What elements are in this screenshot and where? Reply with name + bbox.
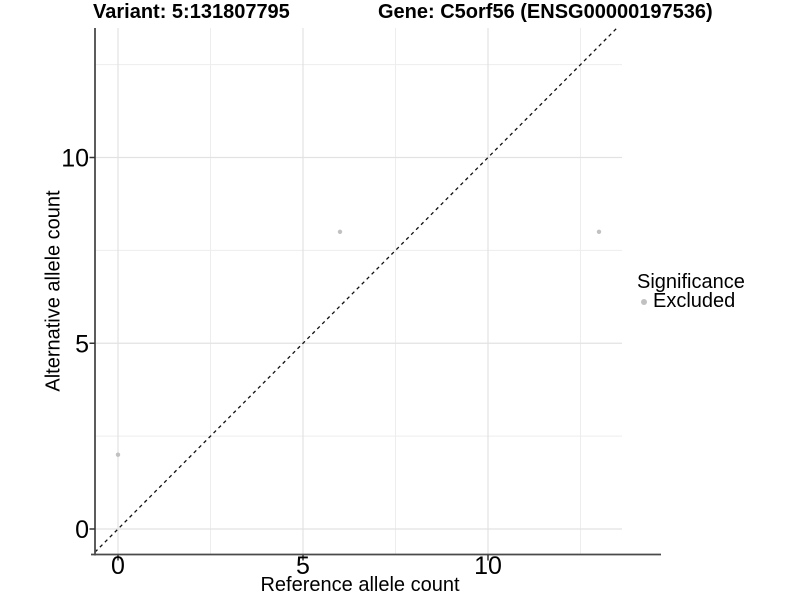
x-axis-tick-label: 5	[296, 552, 310, 580]
legend-item-label: Excluded	[653, 290, 736, 312]
legend-point-icon	[641, 298, 647, 305]
x-axis-tick-label: 0	[111, 552, 125, 580]
legend-item-excluded: Excluded	[641, 290, 735, 313]
data-point	[115, 452, 121, 457]
data-point	[596, 229, 602, 234]
data-point	[337, 229, 343, 234]
x-axis-tick-label: 10	[474, 552, 502, 580]
plot-title-gene: Gene: C5orf56 (ENSG00000197536)	[378, 1, 713, 23]
y-axis-tick-label: 5	[75, 330, 89, 358]
identity-reference-line	[94, 27, 618, 553]
y-axis-title: Alternative allele count	[42, 190, 65, 392]
y-axis-tick-label: 0	[75, 516, 89, 544]
plot-title-variant: Variant: 5:131807795	[93, 1, 290, 23]
y-axis-tick-label: 10	[61, 145, 89, 173]
legend-title: Significance	[637, 271, 745, 293]
x-axis-title: Reference allele count	[260, 574, 460, 596]
